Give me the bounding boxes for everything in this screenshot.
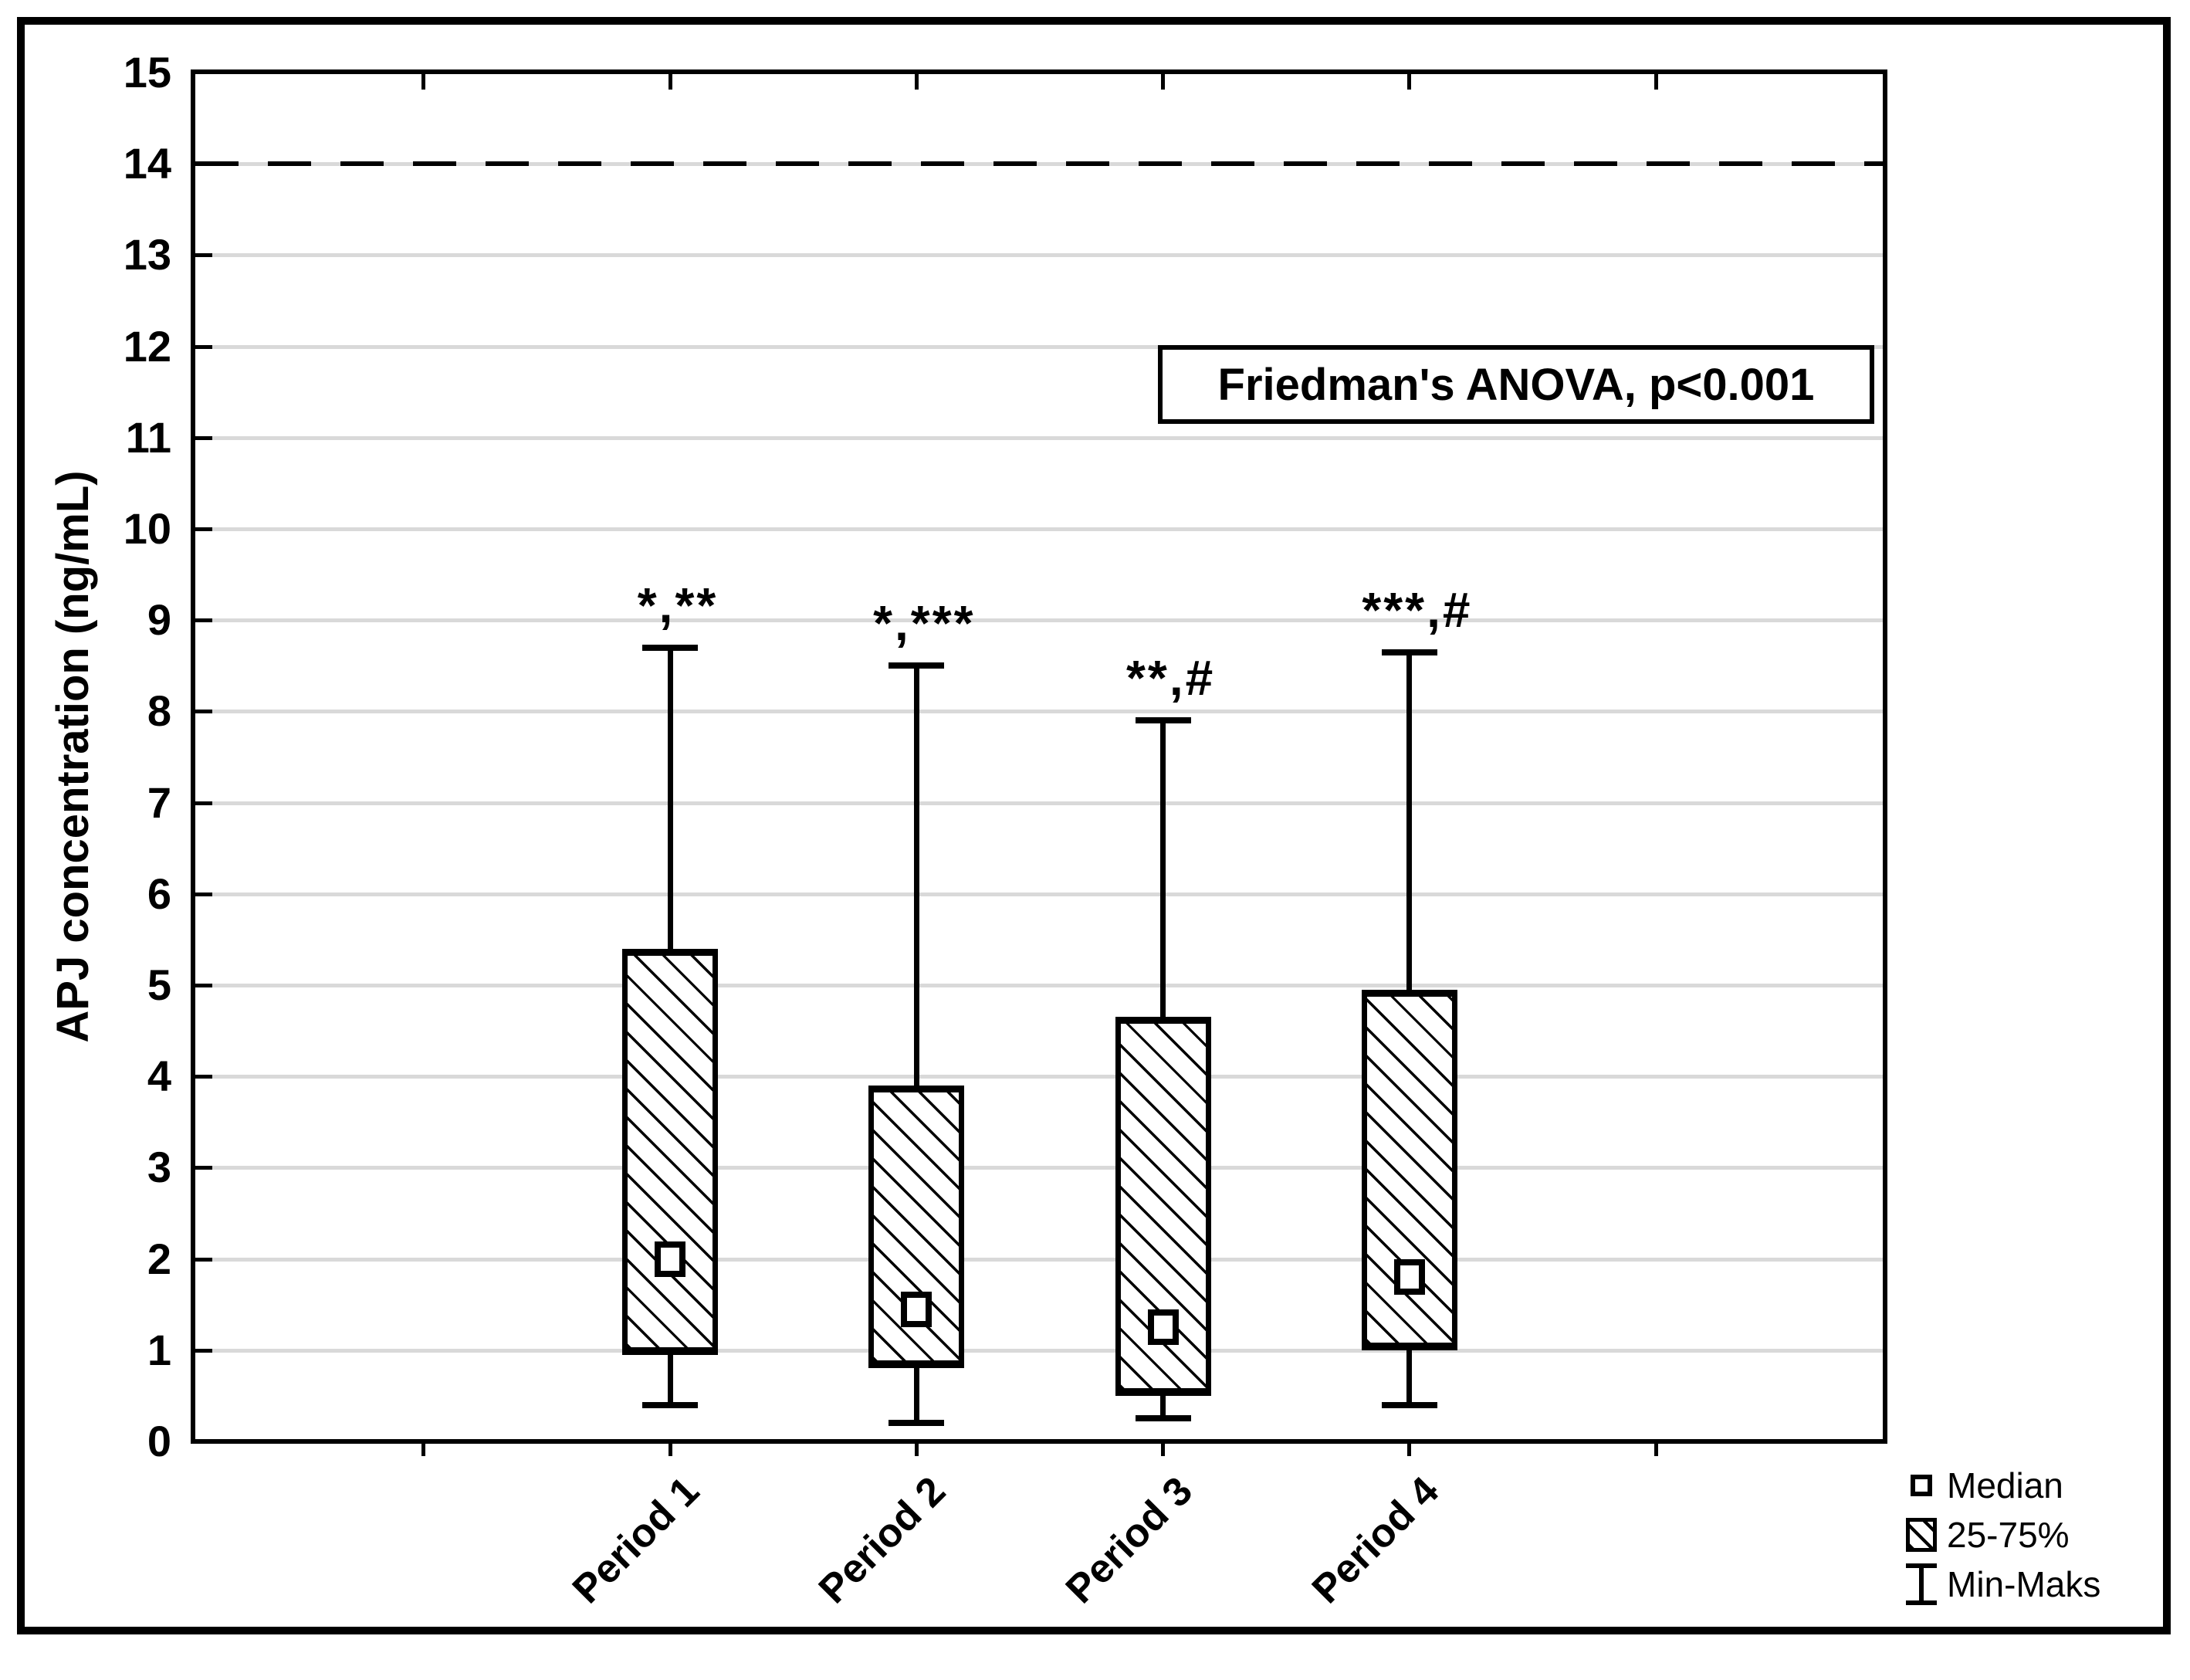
- iqr-box: [622, 948, 718, 1355]
- median-marker: [655, 1241, 685, 1277]
- y-axis-tick: [195, 1348, 212, 1353]
- legend-item-median: Median: [1896, 1464, 2100, 1507]
- gridline: [195, 1348, 1883, 1353]
- y-tick-label: 3: [147, 1143, 171, 1192]
- legend-label-minmax: Min-Maks: [1947, 1564, 2101, 1604]
- gridline: [195, 710, 1883, 714]
- y-axis-tick: [195, 435, 212, 440]
- legend-item-iqr: 25-75%: [1896, 1513, 2100, 1556]
- max-whisker-cap: [642, 644, 698, 651]
- significance-annotation: *,***: [873, 595, 976, 652]
- gridline: [195, 527, 1883, 531]
- figure-border: [17, 17, 2171, 1634]
- x-axis-tick-top: [914, 74, 919, 90]
- y-axis-tick: [195, 162, 212, 167]
- gridline: [195, 892, 1883, 896]
- gridline: [195, 253, 1883, 258]
- max-whisker-cap: [889, 662, 945, 669]
- gridline: [195, 618, 1883, 623]
- y-tick-label: 10: [123, 504, 171, 553]
- max-whisker-cap: [1135, 717, 1191, 724]
- whisker-line: [913, 666, 919, 1424]
- x-axis-tick-bottom: [1654, 1442, 1658, 1456]
- y-axis-tick: [195, 710, 212, 714]
- x-axis-tick-bottom: [914, 1442, 919, 1456]
- y-tick-label: 14: [123, 139, 171, 188]
- x-axis-tick-top: [421, 74, 426, 90]
- plot-frame: [191, 69, 1887, 1444]
- y-axis-tick: [195, 253, 212, 258]
- legend-item-minmax: Min-Maks: [1896, 1563, 2100, 1606]
- median-marker: [901, 1291, 933, 1327]
- significance-annotation: **,#: [1126, 650, 1216, 706]
- y-axis-tick: [195, 984, 212, 987]
- y-axis-tick: [195, 1257, 212, 1262]
- min-whisker-cap: [1381, 1401, 1437, 1408]
- y-axis-tick: [195, 527, 212, 531]
- y-axis-tick: [195, 892, 212, 896]
- x-axis-tick-top: [668, 74, 672, 90]
- iqr-box: [1361, 989, 1457, 1350]
- gridline: [195, 801, 1883, 805]
- y-tick-label: 6: [147, 869, 171, 918]
- legend-label-median: Median: [1947, 1465, 2063, 1506]
- significance-annotation: *,**: [637, 577, 719, 633]
- min-whisker-cap: [1135, 1415, 1191, 1422]
- x-axis-tick-top: [1161, 74, 1166, 90]
- reference-line-dashed: [195, 161, 1883, 167]
- y-tick-label: 4: [147, 1052, 171, 1101]
- gridline: [195, 1257, 1883, 1262]
- significance-annotation: ***,#: [1362, 581, 1473, 638]
- x-axis-tick-bottom: [668, 1442, 672, 1456]
- median-marker: [1393, 1259, 1425, 1296]
- y-tick-label: 13: [123, 230, 171, 279]
- x-axis-tick-bottom: [421, 1442, 426, 1456]
- y-tick-label: 5: [147, 960, 171, 1009]
- y-tick-label: 11: [125, 412, 171, 462]
- legend: Median 25-75% Min-Maks: [1896, 1464, 2100, 1606]
- x-axis-tick-top: [1654, 74, 1658, 90]
- hatched-box-icon: [1896, 1518, 1947, 1552]
- y-tick-label: 8: [147, 686, 171, 736]
- x-axis-tick-bottom: [1407, 1442, 1412, 1456]
- stats-annotation-text: Friedman's ANOVA, p<0.001: [1217, 359, 1815, 410]
- y-tick-label: 2: [147, 1234, 171, 1283]
- y-tick-label: 12: [123, 321, 171, 371]
- min-whisker-cap: [642, 1401, 698, 1408]
- stats-annotation-box: Friedman's ANOVA, p<0.001: [1158, 345, 1874, 424]
- y-tick-label: 9: [147, 595, 171, 645]
- y-tick-label: 7: [147, 777, 171, 827]
- min-whisker-cap: [889, 1420, 945, 1427]
- y-tick-label: 15: [123, 48, 171, 97]
- gridline: [195, 435, 1883, 440]
- x-axis-tick-bottom: [1161, 1442, 1166, 1456]
- y-axis-tick: [195, 618, 212, 623]
- median-marker: [1147, 1309, 1179, 1346]
- y-tick-label: 0: [147, 1417, 171, 1465]
- y-axis-tick: [195, 344, 212, 349]
- y-axis-tick: [195, 1075, 212, 1079]
- x-axis-tick-top: [1407, 74, 1412, 90]
- gridline: [195, 1075, 1883, 1079]
- gridline: [195, 1166, 1883, 1170]
- gridline: [195, 984, 1883, 987]
- y-axis-title: APJ concentration (ng/mL): [48, 470, 98, 1043]
- gridline: [195, 344, 1883, 349]
- legend-label-iqr: 25-75%: [1947, 1515, 2070, 1555]
- max-whisker-cap: [1381, 649, 1437, 655]
- y-tick-label: 1: [147, 1325, 171, 1374]
- median-square-icon: [1896, 1475, 1947, 1496]
- y-axis-tick: [195, 1166, 212, 1170]
- min-max-whisker-icon: [1896, 1563, 1947, 1605]
- y-axis-tick: [195, 801, 212, 805]
